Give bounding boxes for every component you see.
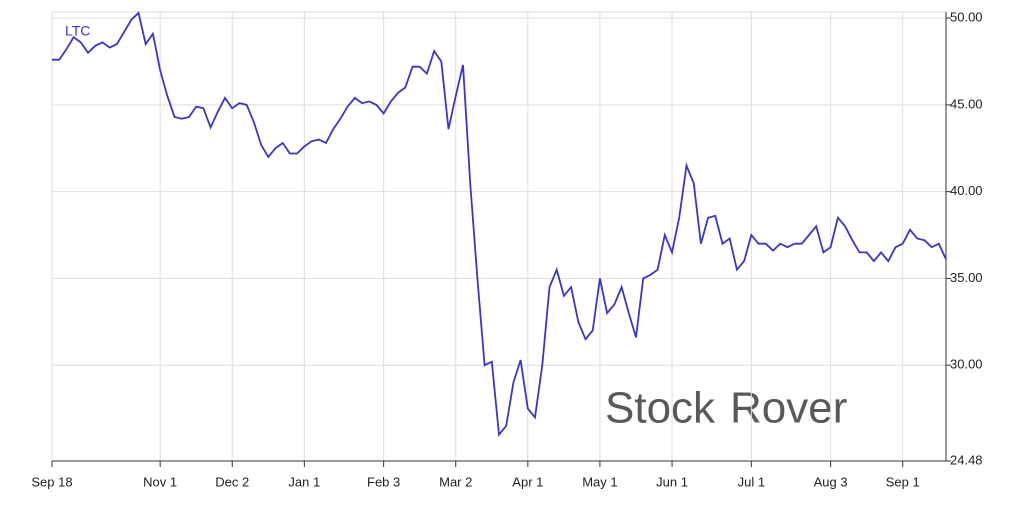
x-tick-label: Apr 1: [512, 474, 543, 489]
x-tick-label: Aug 3: [814, 474, 848, 489]
x-tick-label: Sep 1: [886, 474, 920, 489]
y-tick-label: 45.00: [950, 96, 983, 111]
x-tick-label: Jul 1: [738, 474, 765, 489]
x-tick-label: Sep 18: [31, 474, 72, 489]
watermark: Stock Rover: [580, 330, 880, 440]
watermark-stock: Stock: [605, 384, 716, 433]
plot: 24.48 30.00 35.00 40.00 45.00 50.00 Sep 18 Nov …: [31, 10, 982, 490]
watermark-rover: Rover: [730, 384, 847, 433]
y-tick-label: 24.48: [950, 452, 983, 467]
y-tick-label: 40.00: [950, 183, 983, 198]
x-tick-label: Dec 2: [215, 474, 249, 489]
line: [52, 11, 947, 437]
legend-label: LTC: [65, 23, 90, 39]
x-tick-label: Jun 1: [656, 474, 688, 489]
watermark-bg: [580, 330, 880, 440]
y-tick-label: 30.00: [950, 357, 983, 372]
x-tick-label: May 1: [582, 474, 617, 489]
y-tick-label: 50.00: [950, 10, 983, 25]
x-tick-label: Nov 1: [143, 474, 177, 489]
y-tick-label: 35.00: [950, 270, 983, 285]
x-tick-label: Feb 3: [367, 474, 400, 489]
x-tick-label: Mar 2: [439, 474, 472, 489]
x-tick-label: Jan 1: [288, 474, 320, 489]
